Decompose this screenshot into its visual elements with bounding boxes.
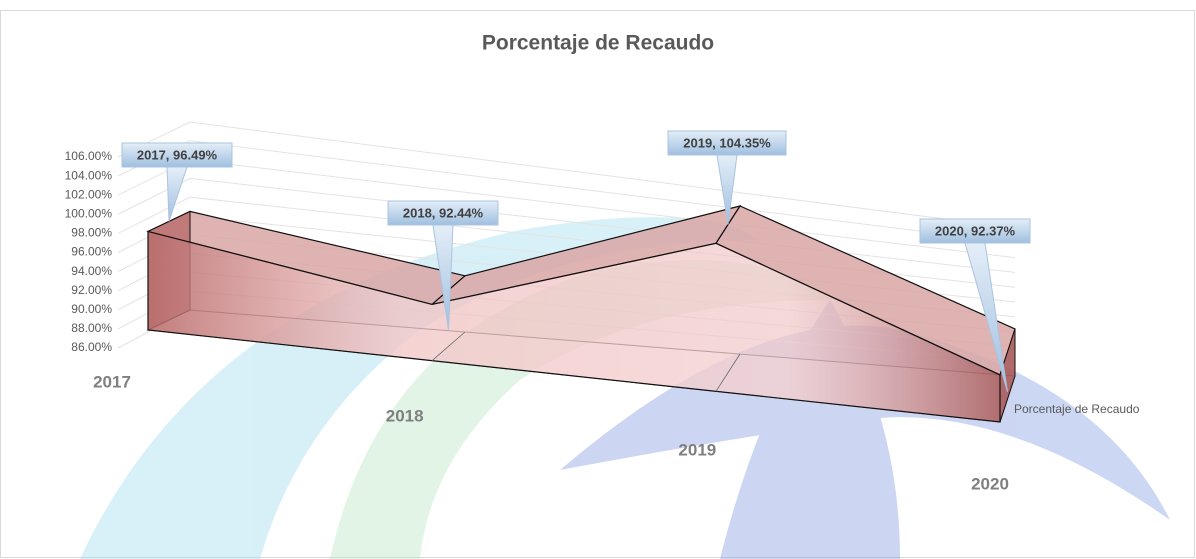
y-tick-label: 86.00% [71,340,112,354]
area-front [147,230,1001,423]
y-tick-label: 90.00% [71,302,112,316]
y-tick-label: 100.00% [65,206,113,220]
y-tick-label: 104.00% [65,168,113,182]
y-tick-label: 102.00% [65,187,113,201]
y-tick-label: 92.00% [71,283,112,297]
y-tick-label: 98.00% [71,226,112,240]
y-tick-label: 88.00% [71,321,112,335]
data-label: 2020, 92.37% [935,223,1016,238]
label-box [919,218,1031,244]
label-box [121,142,233,168]
x-tick-label: 2020 [971,474,1009,493]
y-tick-label: 96.00% [71,245,112,259]
y-tick-label: 106.00% [65,149,113,163]
chart-title: Porcentaje de Recaudo [482,32,714,55]
x-tick-label: 2018 [386,406,424,425]
floor-divider [431,331,466,361]
data-label: 2019, 104.35% [683,135,771,150]
label-box [667,130,787,156]
data-label: 2017, 96.49% [137,147,218,162]
floor-divider [715,353,741,392]
x-tick-label: 2017 [93,372,131,391]
series-label: Porcentaje de Recaudo [1014,402,1140,416]
y-tick-label: 94.00% [71,264,112,278]
data-label: 2018, 92.44% [403,205,484,220]
label-box [387,200,499,226]
x-tick-label: 2019 [678,440,716,459]
